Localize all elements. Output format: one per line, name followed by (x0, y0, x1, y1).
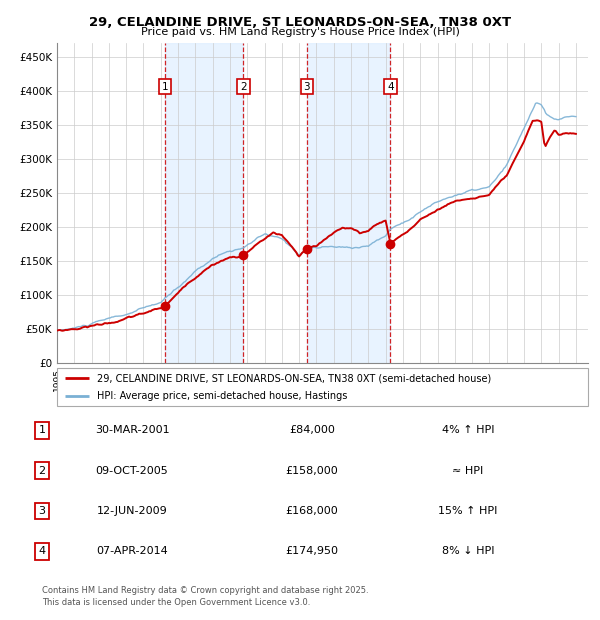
Text: 30-MAR-2001: 30-MAR-2001 (95, 425, 169, 435)
Text: 15% ↑ HPI: 15% ↑ HPI (439, 506, 497, 516)
Text: 2: 2 (240, 81, 247, 92)
Text: £168,000: £168,000 (286, 506, 338, 516)
Text: 07-APR-2014: 07-APR-2014 (96, 546, 168, 556)
Text: £158,000: £158,000 (286, 466, 338, 476)
Text: HPI: Average price, semi-detached house, Hastings: HPI: Average price, semi-detached house,… (97, 391, 347, 402)
Bar (307, 43, 391, 363)
Text: 12-JUN-2009: 12-JUN-2009 (97, 506, 167, 516)
Text: 29, CELANDINE DRIVE, ST LEONARDS-ON-SEA, TN38 0XT: 29, CELANDINE DRIVE, ST LEONARDS-ON-SEA,… (89, 16, 511, 29)
Text: ≈ HPI: ≈ HPI (452, 466, 484, 476)
Text: 09-OCT-2005: 09-OCT-2005 (95, 466, 169, 476)
Text: 4: 4 (387, 81, 394, 92)
Text: Price paid vs. HM Land Registry's House Price Index (HPI): Price paid vs. HM Land Registry's House … (140, 27, 460, 37)
Text: 3: 3 (304, 81, 310, 92)
Text: 8% ↓ HPI: 8% ↓ HPI (442, 546, 494, 556)
Text: 1: 1 (161, 81, 168, 92)
Text: Contains HM Land Registry data © Crown copyright and database right 2025.
This d: Contains HM Land Registry data © Crown c… (42, 586, 368, 607)
Text: 3: 3 (38, 506, 46, 516)
Text: £84,000: £84,000 (289, 425, 335, 435)
Bar (165, 43, 243, 363)
Text: 29, CELANDINE DRIVE, ST LEONARDS-ON-SEA, TN38 0XT (semi-detached house): 29, CELANDINE DRIVE, ST LEONARDS-ON-SEA,… (97, 373, 491, 383)
Text: 4: 4 (38, 546, 46, 556)
Text: £174,950: £174,950 (286, 546, 338, 556)
Text: 2: 2 (38, 466, 46, 476)
Text: 1: 1 (38, 425, 46, 435)
Text: 4% ↑ HPI: 4% ↑ HPI (442, 425, 494, 435)
